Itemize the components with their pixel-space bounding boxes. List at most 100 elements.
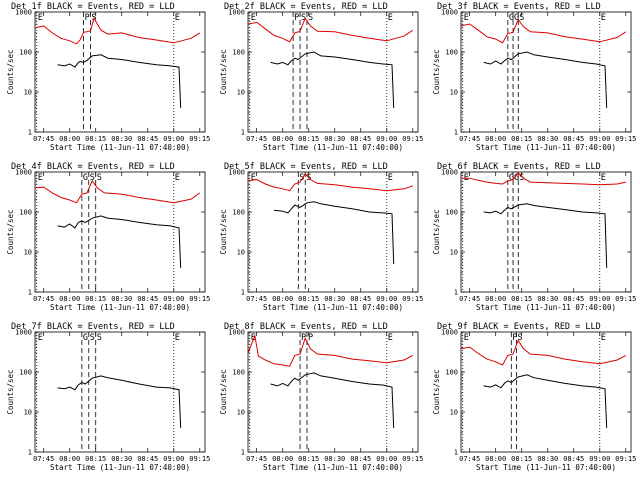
plot-frame [460,171,632,293]
y-tick-label: 100 [19,49,32,57]
x-tick-label: 08:45 [563,135,584,143]
x-tick-label: 08:45 [137,135,158,143]
x-axis-label: Start Time (11-Jun-11 07:40:00) [50,463,190,472]
y-tick-label: 10 [24,89,32,97]
panel-title: Det 7f BLACK = Events, RED = LLD [11,322,175,332]
x-tick-label: 07:45 [459,455,480,463]
y-tick-label: 10 [24,409,32,417]
y-tick-label: 10 [450,409,458,417]
y-tick-label: 100 [445,369,458,377]
x-axis-label: Start Time (11-Jun-11 07:40:00) [50,143,190,152]
y-tick-label: 1000 [441,329,458,337]
plot-frame [34,171,206,293]
y-tick-label: 100 [232,49,245,57]
events-series-line [273,201,395,265]
lld-series-line [460,18,627,44]
x-tick-label: 09:00 [163,295,184,303]
y-tick-label: 1 [28,289,32,297]
chart-panel: Det 9f BLACK = Events, RED = LLD 1 10 100 10… [432,322,636,472]
event-marker-label: E [464,333,469,343]
y-tick-label: 10 [237,249,245,257]
y-tick-label: 100 [445,49,458,57]
x-tick-label: 08:45 [137,295,158,303]
x-axis-label: Start Time (11-Jun-11 07:40:00) [263,143,403,152]
x-tick-label: 08:15 [511,295,532,303]
y-tick-label: 1 [454,129,458,137]
event-marker-label: S [519,173,524,183]
lld-series-line [34,16,201,45]
event-marker-label: E [175,333,180,343]
events-series-line [483,203,608,268]
event-marker-label: E [251,13,256,23]
event-marker-label: P [294,13,299,23]
x-tick-label: 09:00 [589,455,610,463]
event-marker-label: G [509,173,514,183]
lld-series-line [247,172,413,192]
plot-frame [460,331,632,453]
events-series-line [57,375,182,428]
chart-panel: Det 7f BLACK = Events, RED = LLD 1 10 100 10… [6,322,210,472]
y-tick-label: 10 [237,409,245,417]
event-marker-label: S [519,13,524,23]
chart-panel: Det 3f BLACK = Events, RED = LLD 1 10 100 10… [432,2,636,152]
x-tick-label: 09:15 [189,295,210,303]
x-tick-label: 08:45 [563,455,584,463]
x-tick-label: 09:15 [402,135,423,143]
event-marker-label: S [97,333,102,343]
y-axis-label: Counts/sec [432,369,441,414]
lld-series-line [247,17,414,43]
x-tick-label: 07:45 [33,295,54,303]
event-marker-label: S [90,173,95,183]
x-tick-label: 08:30 [111,295,132,303]
x-tick-label: 08:00 [485,295,506,303]
x-tick-label: 08:45 [350,455,371,463]
x-tick-label: 08:00 [59,455,80,463]
y-tick-label: 100 [445,209,458,217]
y-tick-label: 1000 [15,169,32,177]
y-tick-label: 1000 [228,169,245,177]
x-tick-label: 09:15 [189,135,210,143]
x-tick-label: 07:45 [246,455,267,463]
y-tick-label: 1 [241,449,245,457]
x-tick-label: 08:15 [298,455,319,463]
x-tick-label: 08:00 [59,295,80,303]
event-marker-label: S [518,333,523,343]
chart-panel: Det 2f BLACK = Events, RED = LLD 1 10 100 10… [219,2,423,152]
y-tick-label: 1 [28,129,32,137]
x-tick-label: 08:30 [537,295,558,303]
y-tick-label: 1000 [441,169,458,177]
y-tick-label: 100 [232,369,245,377]
x-tick-label: 08:30 [324,295,345,303]
x-axis-label: Start Time (11-Jun-11 07:40:00) [263,303,403,312]
events-series-line [483,374,608,428]
event-marker-label: G [509,13,514,23]
event-marker-label: G [83,173,88,183]
chart-panel: Det 5f BLACK = Events, RED = LLD 1 10 100 10… [219,162,423,312]
y-tick-label: 1 [454,289,458,297]
y-axis-label: Counts/sec [6,49,15,94]
x-tick-label: 09:00 [589,135,610,143]
panel-title: Det 2f BLACK = Events, RED = LLD [224,2,388,12]
panel-title: Det 3f BLACK = Events, RED = LLD [437,2,601,12]
y-tick-label: 100 [19,209,32,217]
x-tick-label: 08:15 [511,135,532,143]
x-tick-label: 09:15 [615,295,636,303]
x-tick-label: 09:15 [189,455,210,463]
panel-title: Det 6f BLACK = Events, RED = LLD [437,162,601,172]
event-marker-label: S [301,13,306,23]
events-series-line [270,51,395,108]
y-tick-label: 10 [450,89,458,97]
y-tick-label: 10 [450,249,458,257]
event-marker-label: P [308,333,313,343]
x-tick-label: 09:00 [376,295,397,303]
x-axis-label: Start Time (11-Jun-11 07:40:00) [476,463,616,472]
y-tick-label: 1 [241,289,245,297]
event-marker-label: G [514,13,519,23]
lld-series-line [247,334,414,367]
events-series-line [57,54,182,108]
x-tick-label: 08:00 [272,135,293,143]
x-tick-label: 09:00 [376,455,397,463]
x-tick-label: 08:45 [137,455,158,463]
event-marker-label: E [175,13,180,23]
